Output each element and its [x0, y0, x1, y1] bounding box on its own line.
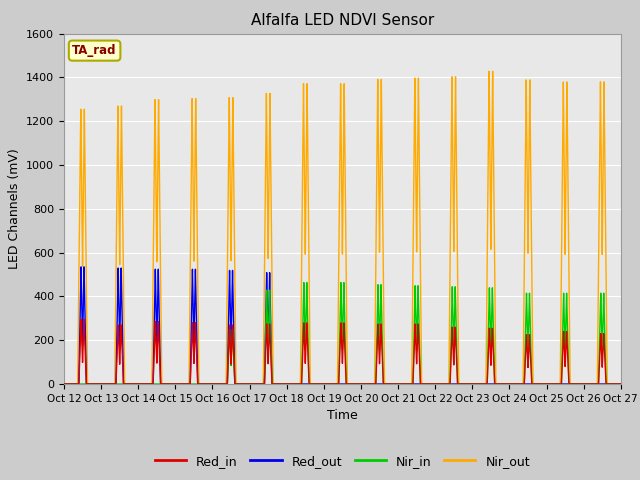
Y-axis label: LED Channels (mV): LED Channels (mV) [8, 148, 20, 269]
Text: TA_rad: TA_rad [72, 44, 117, 57]
Legend: Red_in, Red_out, Nir_in, Nir_out: Red_in, Red_out, Nir_in, Nir_out [150, 450, 535, 473]
X-axis label: Time: Time [327, 409, 358, 422]
Title: Alfalfa LED NDVI Sensor: Alfalfa LED NDVI Sensor [251, 13, 434, 28]
